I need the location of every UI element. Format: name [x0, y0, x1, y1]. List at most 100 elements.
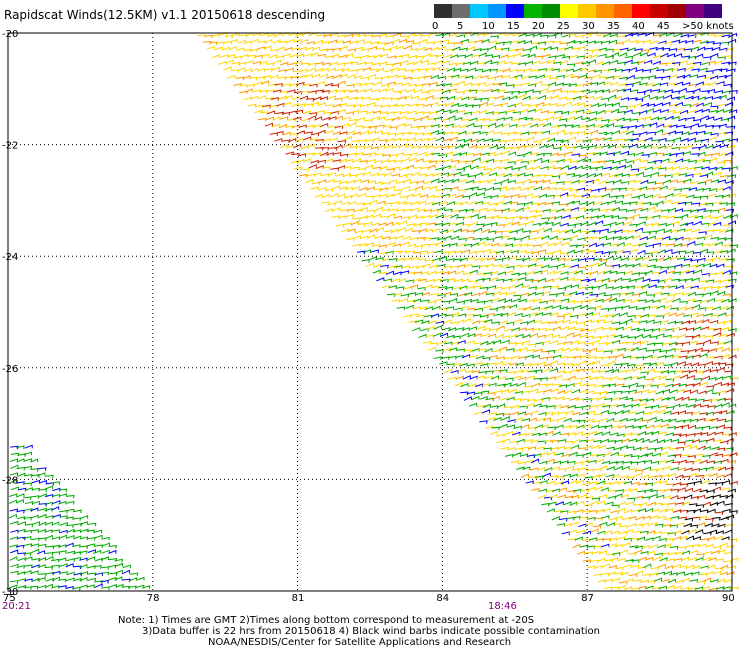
- wind-barb: [722, 453, 732, 458]
- scale-label: 45: [657, 21, 670, 32]
- wind-barb: [721, 34, 730, 38]
- wind-barb: [668, 152, 678, 157]
- wind-barb: [485, 129, 495, 135]
- wind-barb: [523, 40, 533, 45]
- wind-barb: [9, 584, 18, 589]
- wind-barb: [474, 68, 484, 73]
- wind-barb: [484, 347, 493, 353]
- wind-barb: [500, 388, 510, 393]
- wind-barb: [581, 193, 591, 198]
- wind-barb: [550, 152, 559, 157]
- wind-barb: [204, 34, 214, 39]
- wind-barb: [353, 158, 362, 163]
- wind-barb: [405, 164, 414, 169]
- lat-label: -30: [2, 587, 18, 598]
- wind-barb: [560, 460, 569, 464]
- wind-barb: [385, 87, 394, 92]
- wind-barb: [560, 271, 569, 275]
- wind-barb: [579, 40, 589, 44]
- wind-barb: [685, 270, 695, 274]
- wind-barb: [518, 298, 527, 303]
- wind-barb: [724, 502, 733, 507]
- wind-barb: [575, 291, 584, 296]
- wind-barb: [652, 193, 661, 198]
- wind-barb: [258, 95, 267, 100]
- wind-barb: [702, 446, 711, 451]
- wind-barb: [435, 214, 444, 219]
- wind-barb: [463, 396, 472, 401]
- wind-barb: [9, 520, 19, 525]
- wind-barb: [351, 217, 361, 222]
- wind-barb: [293, 143, 302, 149]
- wind-barb: [641, 389, 650, 394]
- wind-barb: [504, 243, 514, 248]
- wind-barb: [452, 335, 462, 340]
- wind-barb: [456, 61, 465, 66]
- wind-barb: [505, 32, 514, 37]
- wind-barb: [561, 319, 571, 324]
- wind-barb: [453, 152, 462, 157]
- wind-barb: [610, 510, 619, 514]
- wind-barb: [503, 298, 513, 303]
- wind-barb: [540, 241, 549, 246]
- wind-barb: [684, 145, 693, 149]
- wind-barb: [520, 187, 529, 191]
- wind-barb: [305, 179, 314, 184]
- wind-barb: [516, 203, 526, 207]
- wind-barb: [589, 31, 598, 36]
- wind-barb: [585, 335, 594, 340]
- wind-barb: [427, 346, 437, 351]
- wind-barb: [687, 167, 696, 171]
- wind-barb: [401, 103, 411, 108]
- wind-barb: [430, 293, 440, 297]
- wind-barb: [450, 102, 459, 107]
- wind-barb: [536, 446, 545, 451]
- wind-barb: [59, 529, 68, 534]
- wind-barb: [479, 159, 488, 164]
- wind-barb: [588, 90, 597, 94]
- wind-barb: [527, 343, 537, 348]
- wind-barb: [678, 565, 688, 569]
- wind-barb: [432, 257, 441, 262]
- wind-barb: [654, 76, 664, 81]
- wind-barb: [697, 74, 707, 79]
- wind-barb: [482, 171, 491, 176]
- wind-barb: [643, 411, 652, 416]
- wind-barb: [675, 522, 685, 527]
- wind-barb: [562, 347, 571, 352]
- wind-barb: [243, 48, 252, 53]
- wind-barb: [377, 200, 386, 205]
- wind-barb: [637, 144, 646, 149]
- wind-barb: [431, 228, 440, 232]
- wind-barb: [314, 193, 323, 198]
- wind-barb: [623, 460, 633, 465]
- wind-barb: [614, 465, 624, 471]
- wind-barb: [552, 194, 562, 198]
- wind-barb: [726, 382, 735, 387]
- wind-barb: [607, 383, 616, 388]
- wind-barb: [720, 326, 730, 331]
- wind-barb: [602, 431, 611, 436]
- wind-barb: [646, 103, 655, 108]
- wind-barb: [306, 124, 316, 129]
- wind-barb: [568, 216, 578, 221]
- wind-barb: [478, 319, 488, 324]
- wind-barb: [661, 132, 671, 136]
- wind-barb: [507, 103, 516, 108]
- wind-barb: [443, 138, 452, 142]
- wind-barb: [721, 224, 731, 228]
- wind-barb: [349, 61, 359, 65]
- wind-barb: [524, 117, 533, 122]
- wind-barb: [630, 168, 640, 172]
- wind-barb: [595, 537, 604, 542]
- wind-barb: [537, 334, 546, 339]
- wind-barb: [101, 549, 110, 554]
- wind-barb: [545, 221, 554, 226]
- wind-barb: [576, 321, 586, 326]
- wind-barb: [403, 94, 413, 100]
- wind-barb: [510, 278, 519, 283]
- wind-barb: [509, 383, 518, 387]
- wind-barb: [425, 144, 434, 149]
- wind-barb: [624, 109, 633, 114]
- wind-barb: [424, 314, 433, 319]
